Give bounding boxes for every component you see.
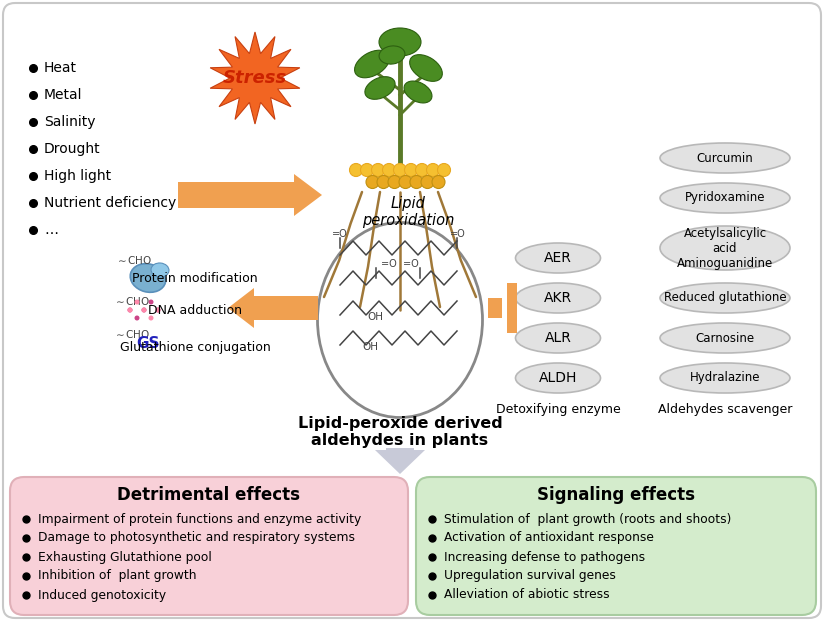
Text: Detoxifying enzyme: Detoxifying enzyme [495, 404, 620, 417]
Ellipse shape [354, 50, 390, 78]
Text: Nutrient deficiency: Nutrient deficiency [44, 196, 176, 210]
Circle shape [377, 176, 390, 189]
Circle shape [388, 176, 401, 189]
Text: Alleviation of abiotic stress: Alleviation of abiotic stress [444, 589, 610, 602]
Text: Carnosine: Carnosine [695, 332, 755, 345]
Circle shape [148, 299, 153, 304]
Text: Activation of antioxidant response: Activation of antioxidant response [444, 532, 654, 545]
Text: Induced genotoxicity: Induced genotoxicity [38, 589, 166, 602]
Text: Inhibition of  plant growth: Inhibition of plant growth [38, 569, 196, 582]
Ellipse shape [660, 183, 790, 213]
Text: Aldehydes scavenger: Aldehydes scavenger [658, 404, 792, 417]
Circle shape [156, 307, 161, 312]
Text: Acetylsalicylic
acid
Aminoguanidine: Acetylsalicylic acid Aminoguanidine [677, 227, 773, 270]
Text: …: … [44, 223, 58, 237]
Ellipse shape [660, 226, 790, 270]
Ellipse shape [516, 323, 601, 353]
Text: =O: =O [450, 229, 466, 239]
Ellipse shape [660, 363, 790, 393]
Text: Hydralazine: Hydralazine [690, 371, 761, 384]
Text: $\sim$CHO: $\sim$CHO [115, 254, 152, 266]
Polygon shape [210, 32, 300, 124]
Circle shape [134, 315, 139, 320]
Polygon shape [507, 283, 517, 333]
Circle shape [360, 163, 373, 176]
Text: Pyridoxamine: Pyridoxamine [685, 191, 765, 204]
Text: Protein modification: Protein modification [132, 271, 258, 284]
Text: GS: GS [136, 336, 160, 351]
Text: Drought: Drought [44, 142, 101, 156]
Ellipse shape [151, 263, 169, 277]
Circle shape [382, 163, 396, 176]
Ellipse shape [660, 323, 790, 353]
Text: $\sim$CHO: $\sim$CHO [113, 295, 151, 307]
Circle shape [405, 163, 418, 176]
Circle shape [156, 307, 161, 312]
Text: OH: OH [367, 312, 383, 322]
Text: Stress: Stress [222, 69, 287, 87]
Text: DNA adduction: DNA adduction [148, 304, 242, 317]
Circle shape [372, 163, 385, 176]
Circle shape [410, 176, 423, 189]
Text: Salinity: Salinity [44, 115, 96, 129]
Ellipse shape [516, 363, 601, 393]
Circle shape [349, 163, 363, 176]
Text: Upregulation survival genes: Upregulation survival genes [444, 569, 616, 582]
Circle shape [142, 307, 147, 312]
Circle shape [421, 176, 434, 189]
Polygon shape [228, 288, 318, 328]
Text: Signaling effects: Signaling effects [537, 486, 695, 504]
Circle shape [148, 315, 153, 320]
Circle shape [394, 163, 406, 176]
Text: Detrimental effects: Detrimental effects [118, 486, 301, 504]
Text: $\sim$CHO: $\sim$CHO [113, 328, 151, 340]
Circle shape [427, 163, 439, 176]
FancyBboxPatch shape [416, 477, 816, 615]
Text: ALR: ALR [545, 331, 571, 345]
Circle shape [128, 307, 133, 312]
Circle shape [438, 163, 451, 176]
Text: OH: OH [362, 342, 378, 352]
Ellipse shape [130, 264, 166, 292]
Text: Lipid
peroxidation: Lipid peroxidation [362, 196, 454, 229]
Circle shape [415, 163, 428, 176]
Circle shape [399, 176, 412, 189]
Text: Stimulation of  plant growth (roots and shoots): Stimulation of plant growth (roots and s… [444, 512, 732, 525]
Polygon shape [178, 174, 322, 216]
Text: Reduced glutathione: Reduced glutathione [663, 291, 786, 304]
Ellipse shape [365, 76, 395, 99]
Text: Glutathione conjugation: Glutathione conjugation [119, 342, 270, 355]
Ellipse shape [660, 283, 790, 313]
Text: High light: High light [44, 169, 111, 183]
Ellipse shape [516, 243, 601, 273]
Text: Lipid-peroxide derived
aldehydes in plants: Lipid-peroxide derived aldehydes in plan… [297, 416, 503, 448]
Text: ALDH: ALDH [539, 371, 577, 385]
Ellipse shape [404, 81, 432, 103]
Text: =O: =O [332, 229, 348, 239]
Polygon shape [488, 298, 502, 318]
Text: Curcumin: Curcumin [696, 152, 753, 165]
Text: Increasing defense to pathogens: Increasing defense to pathogens [444, 550, 645, 563]
Text: Damage to photosynthetic and respiratory systems: Damage to photosynthetic and respiratory… [38, 532, 355, 545]
Circle shape [432, 176, 445, 189]
Polygon shape [375, 448, 425, 474]
Ellipse shape [379, 28, 421, 56]
Circle shape [142, 307, 147, 312]
Text: AKR: AKR [544, 291, 572, 305]
Text: Exhausting Glutathione pool: Exhausting Glutathione pool [38, 550, 212, 563]
Text: Heat: Heat [44, 61, 77, 75]
Text: =O  =O: =O =O [382, 259, 419, 269]
Text: Impairment of protein functions and enzyme activity: Impairment of protein functions and enzy… [38, 512, 361, 525]
Ellipse shape [660, 143, 790, 173]
Ellipse shape [410, 55, 442, 81]
FancyBboxPatch shape [10, 477, 408, 615]
Circle shape [134, 299, 139, 304]
Ellipse shape [317, 222, 483, 417]
Text: AER: AER [544, 251, 572, 265]
Circle shape [366, 176, 379, 189]
Ellipse shape [516, 283, 601, 313]
Ellipse shape [379, 46, 405, 64]
Circle shape [128, 307, 133, 312]
Text: Metal: Metal [44, 88, 82, 102]
